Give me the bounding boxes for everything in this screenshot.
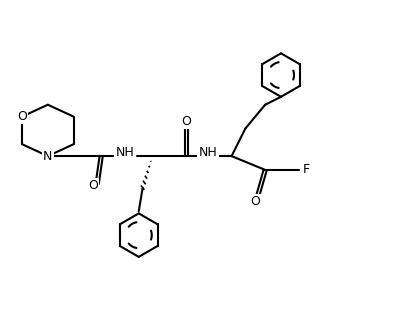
Text: O: O — [17, 110, 27, 123]
Text: N: N — [43, 150, 53, 163]
Text: O: O — [181, 115, 191, 128]
Text: O: O — [88, 179, 98, 192]
Text: O: O — [250, 195, 260, 208]
Text: NH: NH — [116, 146, 134, 159]
Text: NH: NH — [198, 146, 217, 159]
Text: F: F — [303, 163, 310, 176]
